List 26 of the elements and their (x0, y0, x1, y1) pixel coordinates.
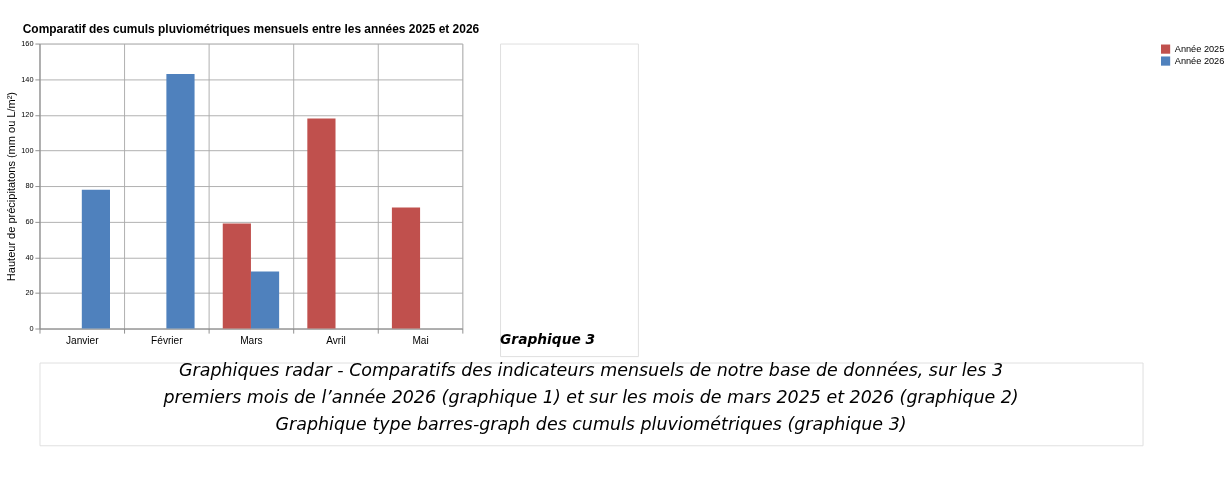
text: Graphiques radar - Comparatifs des indicateurs mensuels de notre base de données, sur les 3 premiers mois de l’année 2026 (graphique 1) et sur les mois de mars 2025 et 2026 (graphique 2) Graphique type barres-graph des cumuls pluviométriques (graphique 3) (162, 360, 1019, 434)
bar (166, 73, 195, 329)
y-tick-label: 80 (25, 181, 34, 191)
bar (222, 223, 251, 329)
x-tick-label: Mars (240, 334, 263, 346)
y-tick-label: 140 (21, 74, 34, 84)
bar (250, 271, 280, 329)
x-tick-label: Janvier (65, 334, 100, 346)
x-tick-label: Février (151, 334, 184, 346)
y-tick-label: 60 (25, 217, 34, 226)
legend-label: Année 2025 (1174, 43, 1225, 54)
bar (391, 207, 421, 329)
bar (307, 118, 336, 329)
y-tick-label: 40 (25, 252, 34, 262)
bar (81, 189, 110, 329)
text: Graphique 3 (500, 331, 596, 348)
y-tick-label: 160 (21, 38, 34, 48)
chart-title: Comparatif des cumuls pluviométriques mensuels entre les années 2025 et 2026 (22, 22, 480, 37)
y-tick-label: 0 (29, 323, 34, 333)
y-tick-label: 120 (21, 110, 34, 120)
y-axis-title: Hauteur de précipitatons (mm ou L/m²) (4, 91, 17, 282)
y-tick-label: 100 (21, 145, 34, 155)
y-tick-label: 20 (25, 288, 34, 298)
x-tick-label: Mai (412, 334, 429, 346)
x-tick-label: Avril (326, 334, 346, 346)
legend-label: Année 2026 (1174, 55, 1225, 66)
